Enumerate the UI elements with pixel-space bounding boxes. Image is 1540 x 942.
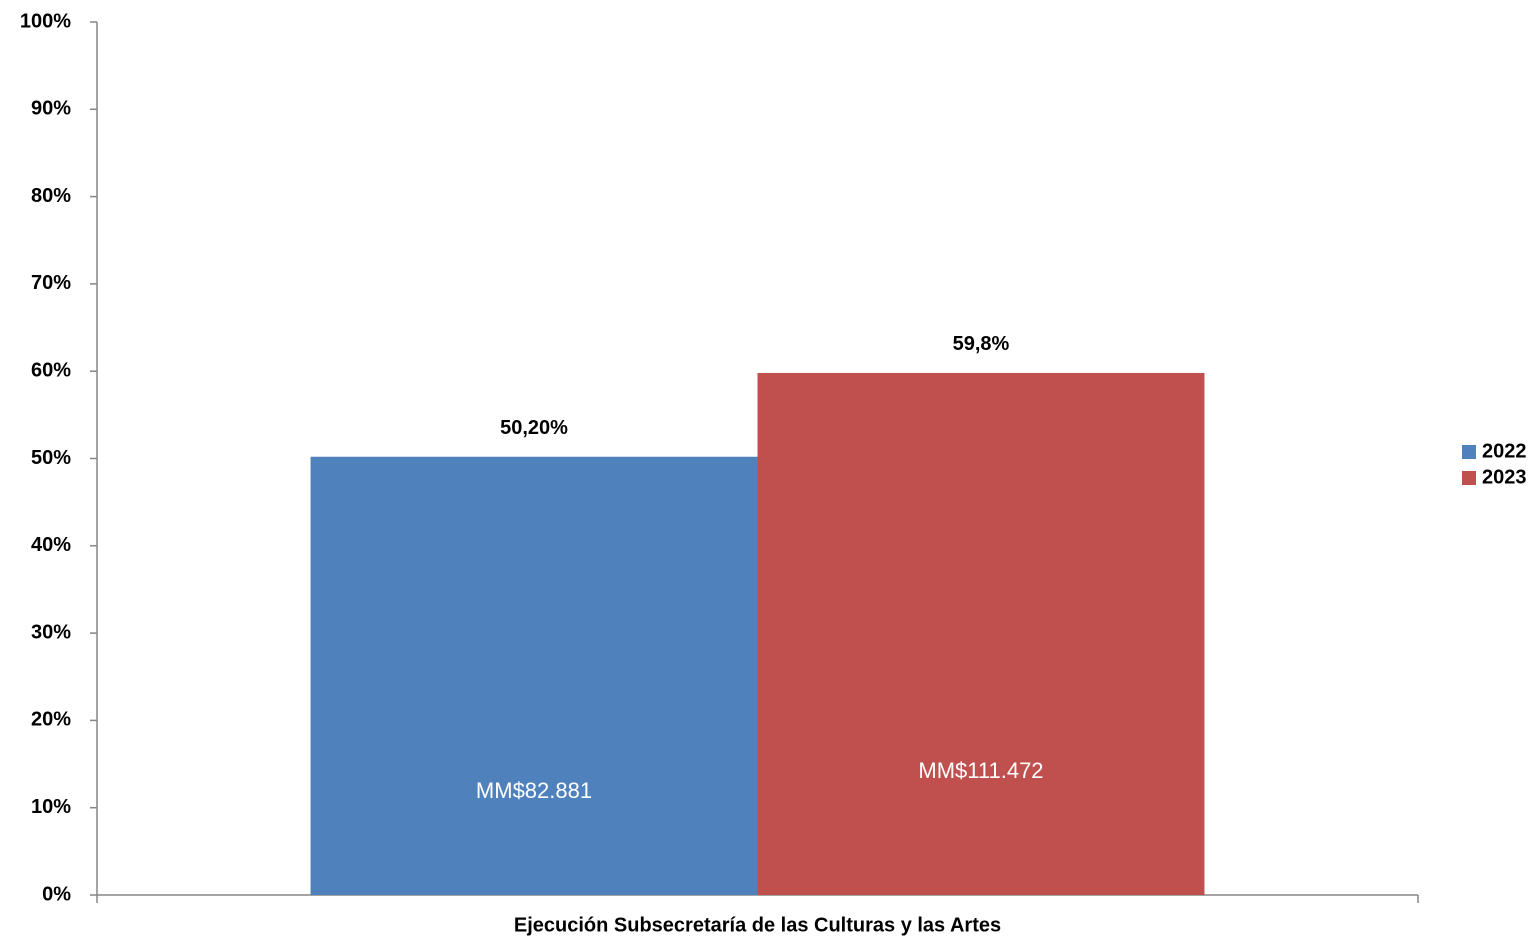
bar (757, 372, 1205, 895)
legend-swatch (1462, 445, 1476, 459)
y-tick-label: 50% (31, 447, 71, 469)
x-tick-label: Ejecución Subsecretaría de las Culturas … (514, 914, 1001, 936)
y-tick-label: 60% (31, 359, 71, 381)
y-tick-label: 90% (31, 98, 71, 120)
legend-label: 2023 (1482, 466, 1527, 488)
y-tick-label: 100% (20, 10, 71, 32)
y-tick-label: 70% (31, 272, 71, 294)
value-label: 59,8% (953, 333, 1010, 355)
y-tick-label: 40% (31, 534, 71, 556)
legend-swatch (1462, 471, 1476, 485)
y-tick-label: 80% (31, 185, 71, 207)
y-tick-label: 30% (31, 621, 71, 643)
inner-label: MM$82.881 (476, 778, 592, 803)
value-label: 50,20% (500, 417, 568, 439)
y-tick-label: 0% (42, 883, 71, 905)
y-tick-label: 20% (31, 709, 71, 731)
legend-label: 2022 (1482, 440, 1527, 462)
bar (310, 456, 758, 895)
inner-label: MM$111.472 (918, 758, 1043, 783)
y-tick-label: 10% (31, 796, 71, 818)
